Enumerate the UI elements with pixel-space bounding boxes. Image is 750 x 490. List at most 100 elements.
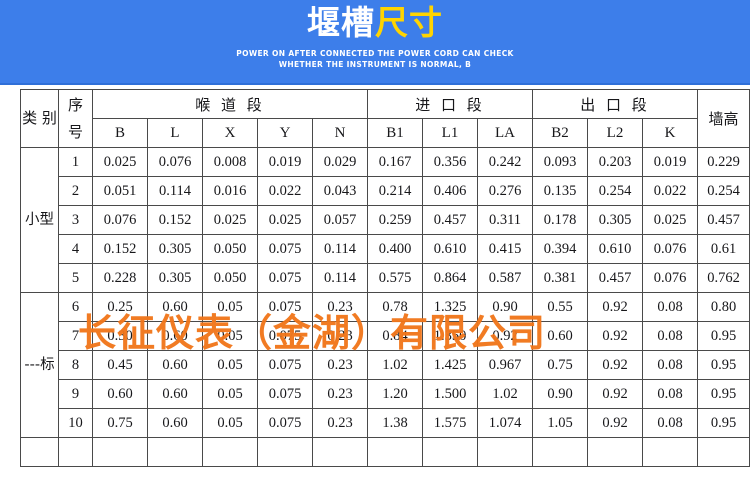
cell-L2: 0.92 [587,350,643,380]
cell-K: 0.025 [642,205,698,235]
row-number-cell: 2 [58,176,93,206]
cell-Y: 0.075 [257,350,313,380]
table-row: 小型 1 0.025 0.076 0.008 0.019 0.029 0.167 0.356 0.… [20,147,750,293]
header-category-line-1: 类 [22,109,38,127]
dimensions-table-container: 类 别 序 号 喉 道 段 进 口 段 出 口 段 墙高 B L X Y N B… [0,85,750,490]
table-row: 2 0.051 0.114 0.016 0.022 0.043 0.214 0.406 0.27… [21,176,750,206]
banner-title-accent: 尺寸 [375,3,443,42]
cell-B: 0.025 [92,147,148,177]
table-row: 9 0.60 0.60 0.05 0.075 0.23 1.20 1.500 1.02 0.90 0… [21,379,750,409]
header-col-B: B [92,118,148,148]
cell-B: 0.45 [92,350,148,380]
header-inlet-section: 进 口 段 [367,89,533,119]
cell-B: 0.75 [92,408,148,438]
table-row: 8 0.45 0.60 0.05 0.075 0.23 1.02 1.425 0.967 0.75… [21,350,750,380]
row-number-cell: 5 [58,263,93,293]
cell-L2: 0.92 [587,408,643,438]
cell-L: 0.114 [147,176,203,206]
header-number: 序 号 [58,89,93,148]
row-number-cell: 7 [58,321,93,351]
category-cell: ---标 [20,292,59,438]
cell-N: 0.23 [312,321,368,351]
cell-N: 0.23 [312,408,368,438]
page-banner: 堰槽尺寸 POWER ON AFTER CONNECTED THE POWER … [0,0,750,85]
header-col-K: K [642,118,698,148]
cell-B1: 0.575 [367,263,423,293]
empty-cell [257,437,313,467]
row-number-cell: 10 [58,408,93,438]
cell-K: 0.08 [642,408,698,438]
cell-B1: 0.400 [367,234,423,264]
banner-subtitle: POWER ON AFTER CONNECTED THE POWER CORD … [236,48,513,70]
table-row: 5 0.228 0.305 0.050 0.075 0.114 0.575 0.864 0.58… [21,263,750,293]
cell-D: 0.95 [697,321,750,351]
category-label-line-2: 标 [40,357,55,373]
table-row: 3 0.076 0.152 0.025 0.025 0.057 0.259 0.457 0.31… [21,205,750,235]
cell-LA: 0.967 [477,350,533,380]
cell-B2: 0.381 [532,263,588,293]
category-cell: 小型 [20,147,59,293]
cell-L2: 0.92 [587,321,643,351]
cell-N: 0.114 [312,263,368,293]
cell-Y: 0.075 [257,321,313,351]
banner-title-primary: 堰槽 [307,3,375,42]
cell-LA: 0.276 [477,176,533,206]
empty-cell [477,437,533,467]
banner-title: 堰槽尺寸 [307,3,443,43]
cell-X: 0.008 [202,147,258,177]
empty-cell [147,437,203,467]
cell-B2: 0.394 [532,234,588,264]
cell-LA: 1.074 [477,408,533,438]
cell-Y: 0.075 [257,408,313,438]
table-header-group-row: 类 别 序 号 喉 道 段 进 口 段 出 口 段 墙高 [20,89,750,148]
cell-D: 0.762 [697,263,750,293]
cell-L1: 0.610 [422,234,478,264]
category-label-line-2: 型 [39,212,55,228]
cell-L1: 0.356 [422,147,478,177]
header-col-B2: B2 [532,118,588,148]
cell-L: 0.305 [147,234,203,264]
cell-L: 0.60 [147,350,203,380]
table-row: 10 0.75 0.60 0.05 0.075 0.23 1.38 1.575 1.074 1.0… [21,408,750,438]
table-row: 7 0.30 0.60 0.05 0.075 0.23 0.84 1.350 0.92 0.60 0… [21,321,750,351]
cell-Y: 0.022 [257,176,313,206]
cell-K: 0.019 [642,147,698,177]
cell-L2: 0.305 [587,205,643,235]
empty-cell [587,437,643,467]
cell-B: 0.152 [92,234,148,264]
cell-X: 0.05 [202,321,258,351]
cell-K: 0.022 [642,176,698,206]
header-col-X: X [202,118,258,148]
cell-N: 0.23 [312,292,368,322]
empty-cell [202,437,258,467]
cell-L: 0.152 [147,205,203,235]
header-col-N: N [312,118,368,148]
empty-cell [642,437,698,467]
cell-D: 0.457 [697,205,750,235]
cell-B2: 0.135 [532,176,588,206]
cell-D: 0.229 [697,147,750,177]
cell-B1: 1.38 [367,408,423,438]
category-label-line-1: --- [24,357,41,373]
cell-X: 0.05 [202,379,258,409]
cell-Y: 0.075 [257,292,313,322]
cell-X: 0.05 [202,292,258,322]
cell-L2: 0.92 [587,379,643,409]
cell-K: 0.08 [642,379,698,409]
cell-N: 0.23 [312,379,368,409]
cell-K: 0.08 [642,321,698,351]
cell-Y: 0.075 [257,234,313,264]
cell-L1: 1.350 [422,321,478,351]
cell-D: 0.95 [697,350,750,380]
cell-X: 0.025 [202,205,258,235]
cell-N: 0.043 [312,176,368,206]
row-number-cell: 9 [58,379,93,409]
cell-L2: 0.203 [587,147,643,177]
cell-LA: 0.242 [477,147,533,177]
cell-B1: 0.78 [367,292,423,322]
cell-L2: 0.457 [587,263,643,293]
cell-L: 0.076 [147,147,203,177]
cell-K: 0.08 [642,350,698,380]
header-col-LA: LA [477,118,533,148]
header-col-Y: Y [257,118,313,148]
